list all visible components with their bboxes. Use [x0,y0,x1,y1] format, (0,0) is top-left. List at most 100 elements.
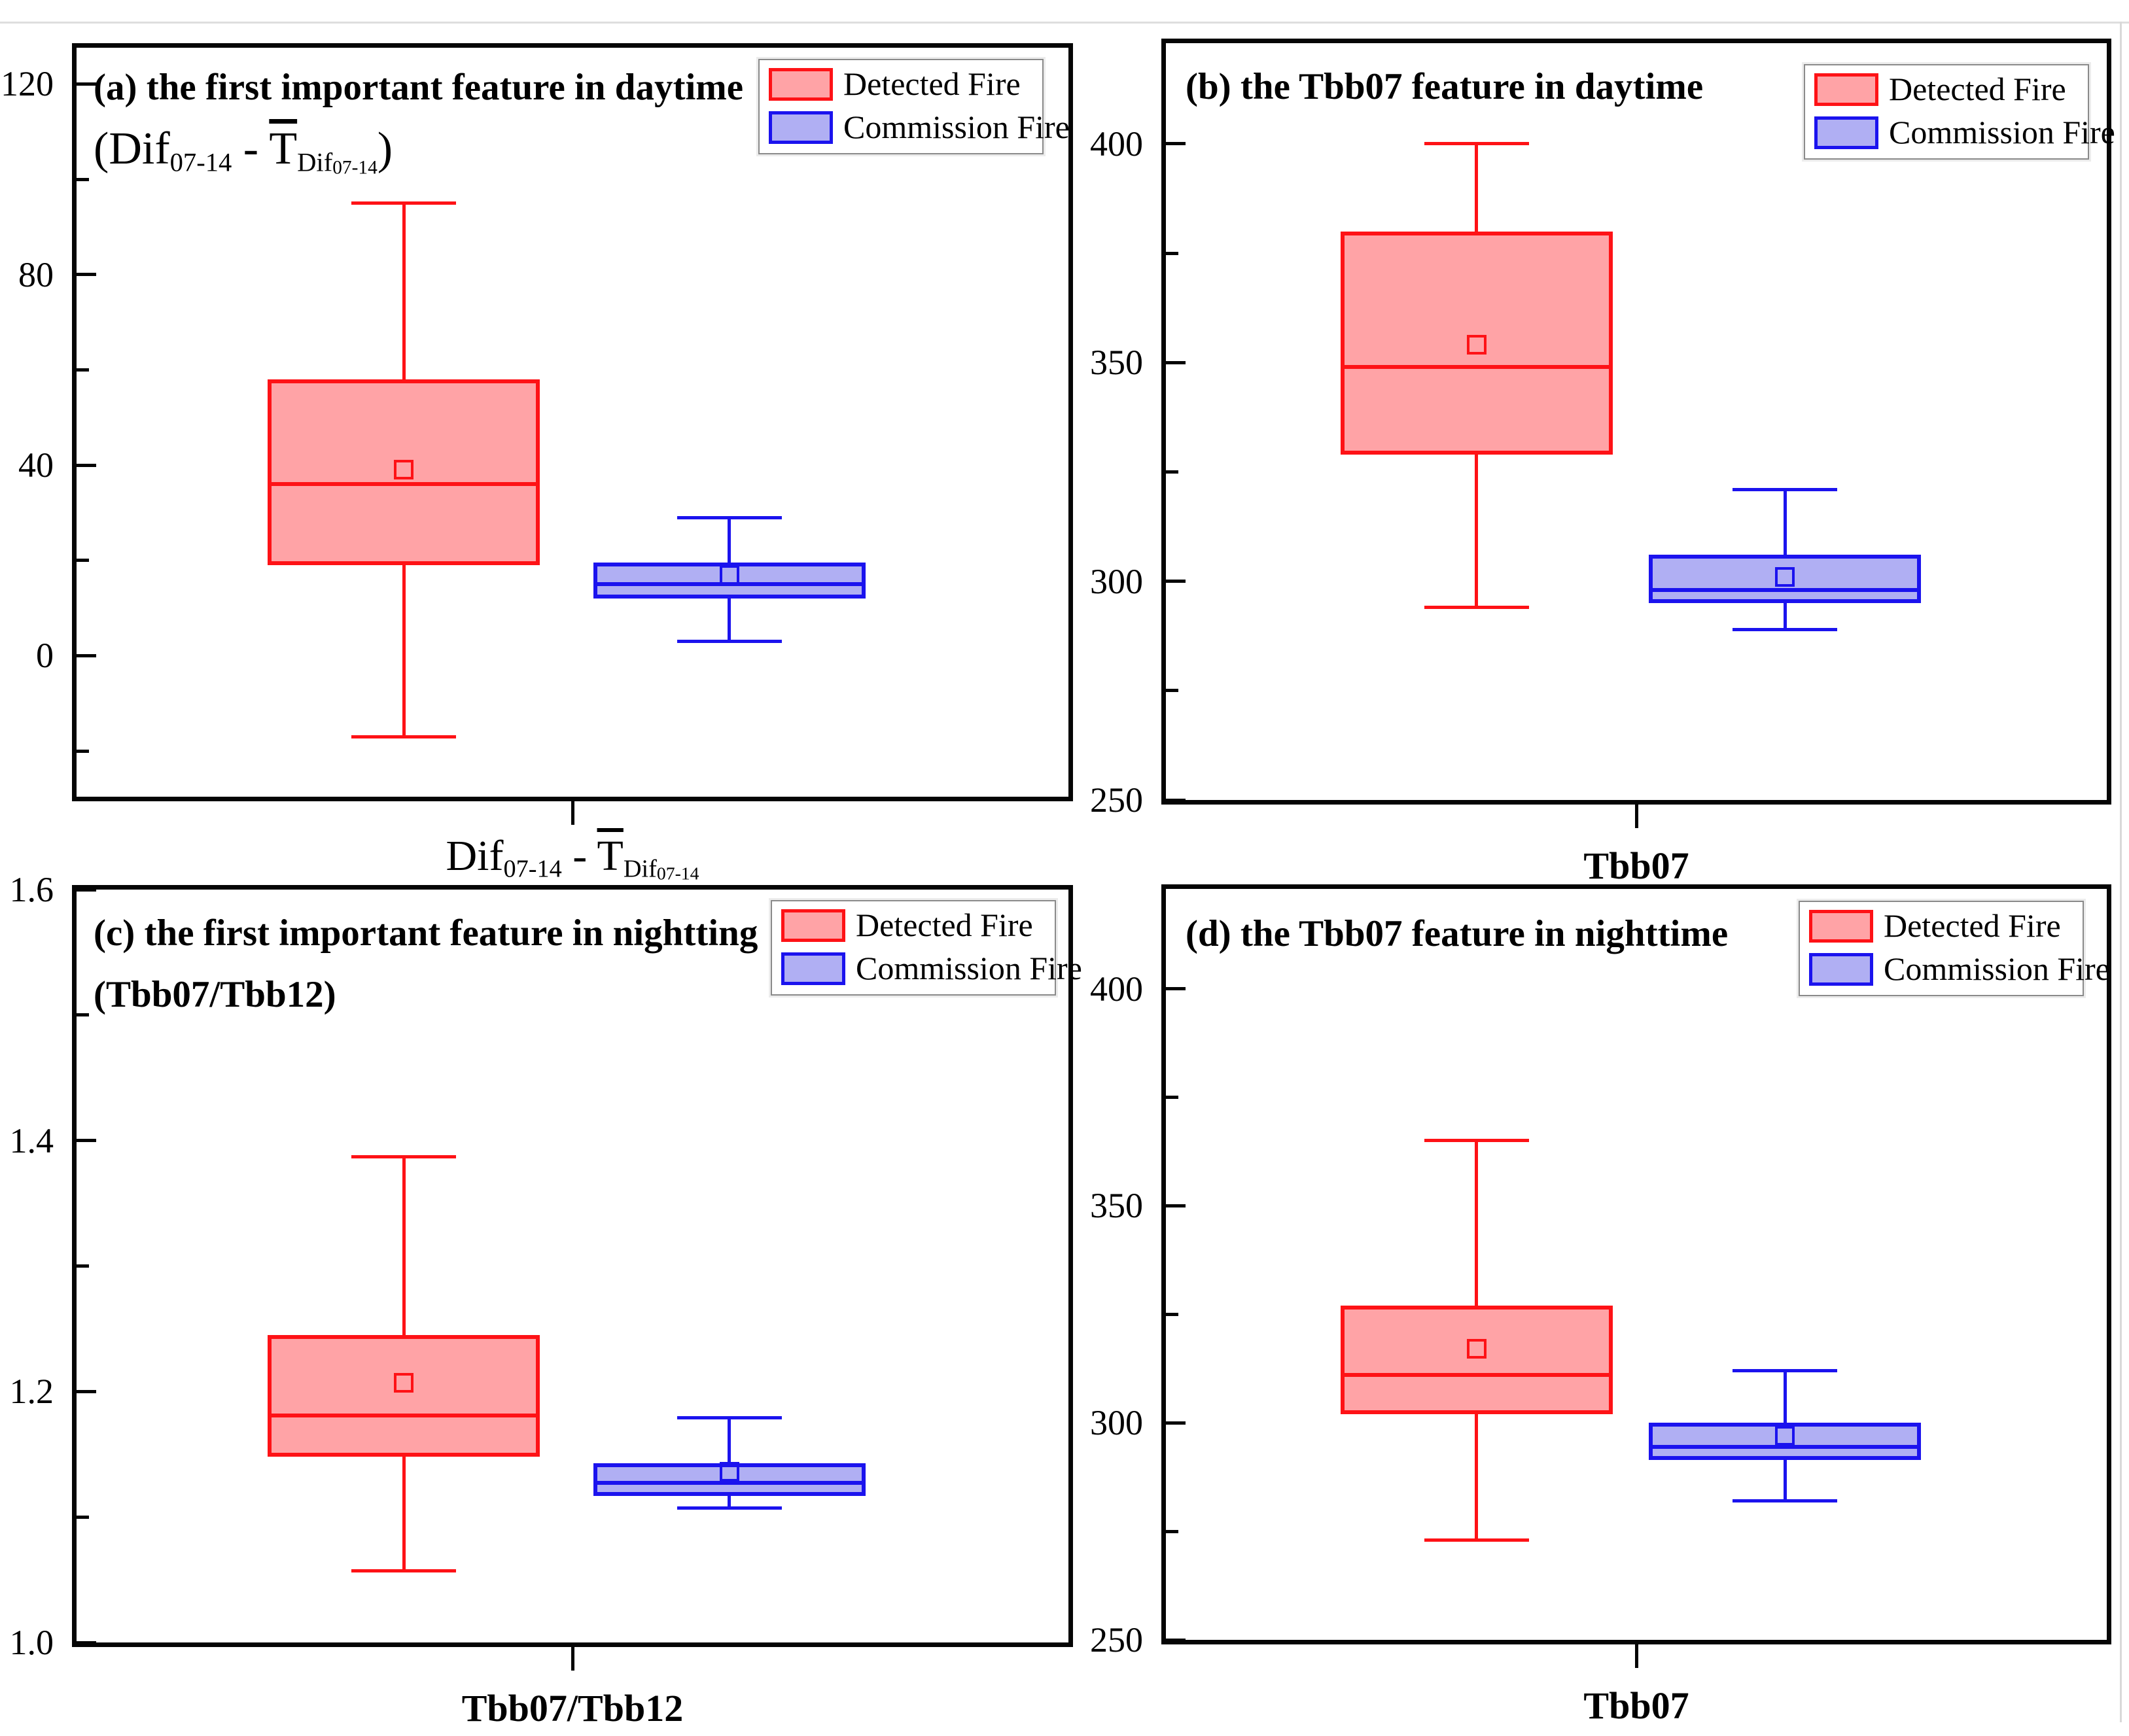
formula-segment: Dif [109,124,170,174]
formula-segment: Dif [623,855,657,883]
median-line-detected-fire [1344,364,1609,369]
mean-marker-detected-fire [1466,1339,1487,1359]
whisker-cap-bottom-detected-fire [351,1569,457,1573]
box-detected-fire [1340,231,1613,455]
whisker-lower-detected-fire [1475,1414,1479,1540]
whisker-cap-top-detected-fire [1424,1139,1529,1143]
formula-segment: 07-14 [656,863,699,884]
legend-swatch-detected-fire [1809,910,1873,943]
y-tick-major [77,888,96,892]
mean-marker-detected-fire [394,460,414,480]
legend-swatch-detected-fire [1814,73,1878,106]
legend-label: Detected Fire [1889,71,2066,107]
y-tick-minor [77,368,89,372]
mean-marker-detected-fire [394,1372,414,1393]
formula-segment: - [232,124,270,174]
panel-c: 1.6 1.4 1.2 1.0 Tbb07/Tbb12 (c) the first imp… [10,872,1082,1727]
y-tick-label: 400 [1090,969,1143,1009]
y-tick-major [1166,360,1186,364]
whisker-lower-detected-fire [402,1457,406,1571]
whisker-cap-bottom-commission-fire [1733,1499,1838,1503]
legend-swatch-commission-fire [1814,116,1878,149]
y-tick-major [77,1389,96,1393]
legend-label: Detected Fire [1884,907,2061,944]
legend-swatch-detected-fire [781,909,845,942]
x-axis-label: Dif07-14 - TDif07-14 [77,835,1068,882]
whisker-cap-top-commission-fire [677,515,782,519]
box-commission-fire [593,563,866,599]
y-tick-major [77,1139,96,1143]
legend-swatch-commission-fire [781,952,845,985]
whisker-upper-detected-fire [402,203,406,379]
y-tick-major [77,653,96,657]
y-tick-minor [77,1013,89,1017]
y-tick-minor [77,749,89,753]
panel-title: (b) the Tbb07 feature in daytime [1186,66,1704,107]
x-tick [1634,1640,1638,1668]
formula-segment: 07-14 [503,855,562,883]
formula-segment: Dif [446,832,504,880]
median-line-detected-fire [272,482,537,487]
formula-segment: ( [94,124,109,174]
median-line-commission-fire [597,1481,862,1485]
legend-item: Commission Fire [1809,952,2110,987]
whisker-lower-commission-fire [1783,603,1787,630]
median-line-detected-fire [1344,1373,1609,1378]
whisker-upper-detected-fire [402,1156,406,1335]
legend-swatch-commission-fire [769,111,833,144]
y-tick-minor [77,177,89,181]
whisker-cap-bottom-commission-fire [677,1506,782,1510]
legend: Detected Fire Commission Fire [758,59,1070,154]
whisker-cap-bottom-commission-fire [1733,627,1838,631]
legend-item: Commission Fire [1814,115,2115,150]
y-tick-label: 250 [1090,780,1143,820]
whisker-cap-top-detected-fire [351,1155,457,1159]
whisker-cap-top-detected-fire [351,201,457,205]
legend-label: Detected Fire [856,907,1033,943]
panel-title: (c) the first important feature in night… [94,912,758,954]
box-commission-fire [1649,1423,1922,1460]
y-tick-minor [1166,1312,1178,1316]
y-tick-major [1166,142,1186,146]
mean-marker-commission-fire [1775,566,1795,587]
median-line-commission-fire [1653,1444,1918,1449]
panel-subtitle: (Tbb07/Tbb12) [94,974,336,1015]
legend-item: Detected Fire [781,907,1046,943]
whisker-cap-top-commission-fire [1733,487,1838,491]
median-line-commission-fire [1653,587,1918,592]
whisker-upper-commission-fire [1783,489,1787,555]
y-tick-major [77,463,96,467]
formula-segment: Dif [297,147,333,177]
y-tick-major [1166,1638,1186,1642]
y-tick-label: 1.0 [9,1623,54,1662]
whisker-cap-bottom-detected-fire [1424,1538,1529,1542]
box-detected-fire [268,379,540,565]
y-tick-label: 80 [18,254,54,294]
y-tick-major [1166,1204,1186,1207]
x-tick [571,1642,574,1671]
legend-label: Commission Fire [843,109,1070,145]
legend-item: Commission Fire [781,951,1082,986]
formula-segment: T [269,124,298,174]
y-tick-label: 350 [1090,1186,1143,1226]
y-tick-minor [1166,689,1178,693]
box-commission-fire [1649,555,1922,604]
formula-segment: 07-14 [332,157,378,179]
whisker-lower-detected-fire [1475,454,1479,608]
y-tick-major [1166,1421,1186,1425]
legend-item: Detected Fire [1809,907,2073,944]
median-line-detected-fire [272,1413,537,1417]
legend-item: Detected Fire [1814,71,2079,107]
y-tick-major [77,273,96,277]
y-tick-label: 250 [1090,1620,1143,1659]
whisker-cap-top-commission-fire [1733,1369,1838,1373]
y-tick-minor [77,1515,89,1519]
mean-marker-commission-fire [1775,1426,1795,1446]
mean-marker-commission-fire [719,564,739,585]
whisker-cap-bottom-commission-fire [677,640,782,644]
y-tick-minor [1166,470,1178,474]
panel-title: (d) the Tbb07 feature in nighttime [1186,913,1729,954]
whisker-lower-commission-fire [728,1495,731,1508]
whisker-cap-bottom-detected-fire [351,735,457,738]
